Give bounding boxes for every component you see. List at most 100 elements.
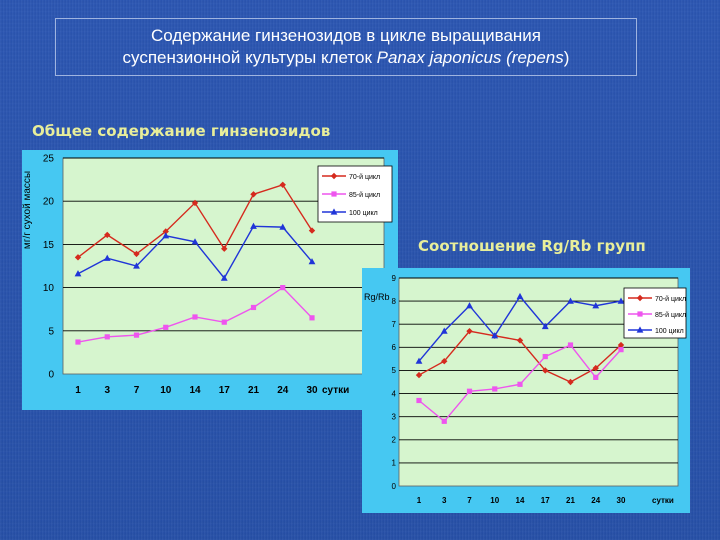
- data-point: [308, 258, 316, 265]
- data-point: [517, 381, 523, 387]
- data-point: [516, 337, 524, 344]
- y-tick-label: 6: [392, 343, 397, 352]
- data-point: [191, 238, 199, 245]
- legend: 70-й цикл 85-й цикл 100 цикл: [317, 165, 393, 223]
- y-tick-label: 0: [392, 482, 397, 491]
- y-tick-label: 20: [43, 197, 55, 208]
- data-point: [415, 371, 423, 379]
- x-tick-label: 17: [541, 496, 550, 505]
- legend-marker: [636, 294, 644, 302]
- data-point: [162, 228, 169, 235]
- x-tick-label: 30: [306, 385, 318, 396]
- legend-label: 85-й цикл: [349, 191, 380, 199]
- x-axis-label: сутки: [322, 385, 349, 396]
- y-tick-label: 9: [392, 274, 397, 283]
- y-tick-label: 25: [43, 154, 55, 165]
- x-tick-label: 17: [219, 385, 231, 396]
- data-point: [75, 339, 81, 345]
- x-tick-label: 21: [248, 385, 260, 396]
- y-tick-label: 1: [392, 459, 397, 468]
- y-tick-label: 2: [392, 436, 397, 445]
- data-point: [279, 181, 286, 188]
- legend-label: 100 цикл: [655, 328, 684, 335]
- data-point: [279, 223, 287, 230]
- legend-marker: [330, 208, 338, 215]
- data-point: [516, 292, 524, 300]
- legend-marker: [636, 326, 644, 333]
- data-point: [466, 302, 473, 309]
- y-tick-label: 10: [43, 283, 55, 294]
- y-tick-label: 7: [392, 320, 397, 329]
- data-point: [466, 327, 473, 335]
- data-point: [104, 334, 110, 340]
- data-point: [415, 357, 423, 364]
- slide-title-line2: суспензионной культуры клеток Panax japo…: [56, 47, 636, 69]
- y-tick-label: 15: [43, 240, 55, 251]
- data-point: [191, 199, 199, 207]
- data-point: [441, 418, 447, 424]
- legend-label: 100 цикл: [349, 210, 378, 217]
- data-point: [309, 315, 315, 321]
- data-point: [541, 322, 549, 330]
- data-point: [74, 270, 82, 277]
- series-3: [415, 292, 625, 364]
- data-point: [567, 342, 574, 348]
- data-point: [567, 297, 574, 304]
- x-tick-label: 21: [566, 496, 575, 505]
- x-tick-label: 10: [160, 385, 172, 396]
- series-2: [416, 342, 624, 424]
- slide-title-box: Содержание гинзенозидов в цикле выращива…: [55, 18, 637, 76]
- data-point: [308, 227, 316, 234]
- y-tick-label: 5: [48, 326, 54, 337]
- data-point: [74, 254, 82, 261]
- data-point: [220, 274, 228, 281]
- x-tick-label: 1: [417, 496, 422, 505]
- slide-title-species: Panax japonicus (repens: [376, 48, 564, 67]
- data-point: [163, 324, 169, 330]
- data-point: [466, 388, 473, 394]
- data-point: [440, 327, 448, 334]
- y-axis-label: мг/г сухой массы: [22, 171, 33, 249]
- data-point: [618, 347, 624, 353]
- y-tick-label: 5: [392, 366, 397, 375]
- data-point: [192, 314, 198, 320]
- x-tick-label: 14: [189, 385, 201, 396]
- data-point: [592, 302, 600, 309]
- data-point: [491, 332, 499, 339]
- data-point: [416, 397, 422, 404]
- y-axis-label: Rg/Rb: [364, 292, 390, 302]
- data-point: [280, 285, 286, 291]
- x-tick-label: 3: [442, 496, 447, 505]
- data-point: [133, 332, 140, 338]
- series-3: [74, 222, 316, 281]
- y-tick-label: 0: [48, 370, 54, 381]
- y-tick-label: 8: [392, 297, 397, 306]
- data-point: [133, 262, 140, 269]
- legend-label: 70-й цикл: [349, 173, 380, 181]
- slide-title-line2-suffix: ): [563, 48, 570, 67]
- data-point: [567, 378, 574, 386]
- legend: 70-й цикл 85-й цикл 100 цикл: [623, 287, 687, 339]
- data-point: [103, 254, 111, 261]
- legend-label: 70-й цикл: [655, 295, 686, 303]
- slide-title-line2-prefix: суспензионной культуры клеток: [122, 48, 377, 67]
- right-chart-heading: Соотношение Rg/Rb групп: [418, 237, 646, 255]
- data-point: [133, 250, 140, 258]
- series-2: [75, 285, 315, 345]
- data-point: [617, 297, 625, 304]
- total-ginsenosides-chart: 0 5 10 15 20 25 1 3 7 10 14 17 21 24 30 сутки мг/г сухой…: [22, 150, 398, 410]
- left-chart-heading: Общее содержание гинзенозидов: [32, 122, 331, 140]
- series-1: [74, 181, 316, 261]
- data-point: [250, 191, 257, 198]
- x-tick-label: 1: [75, 385, 81, 396]
- data-point: [104, 231, 111, 239]
- y-tick-label: 3: [392, 412, 397, 421]
- legend-marker: [637, 311, 643, 317]
- data-point: [162, 232, 170, 239]
- x-tick-label: 7: [134, 385, 140, 396]
- x-tick-label: 24: [277, 385, 289, 396]
- x-tick-label: 10: [490, 496, 499, 505]
- data-point: [542, 367, 549, 374]
- series-1: [415, 327, 625, 386]
- rg-rb-ratio-chart: 0 1 2 3 4 5 6 7 8 9 1 3 7 10 14 17 21 24 30 сутки Rg/Rb 70-й …: [362, 268, 690, 513]
